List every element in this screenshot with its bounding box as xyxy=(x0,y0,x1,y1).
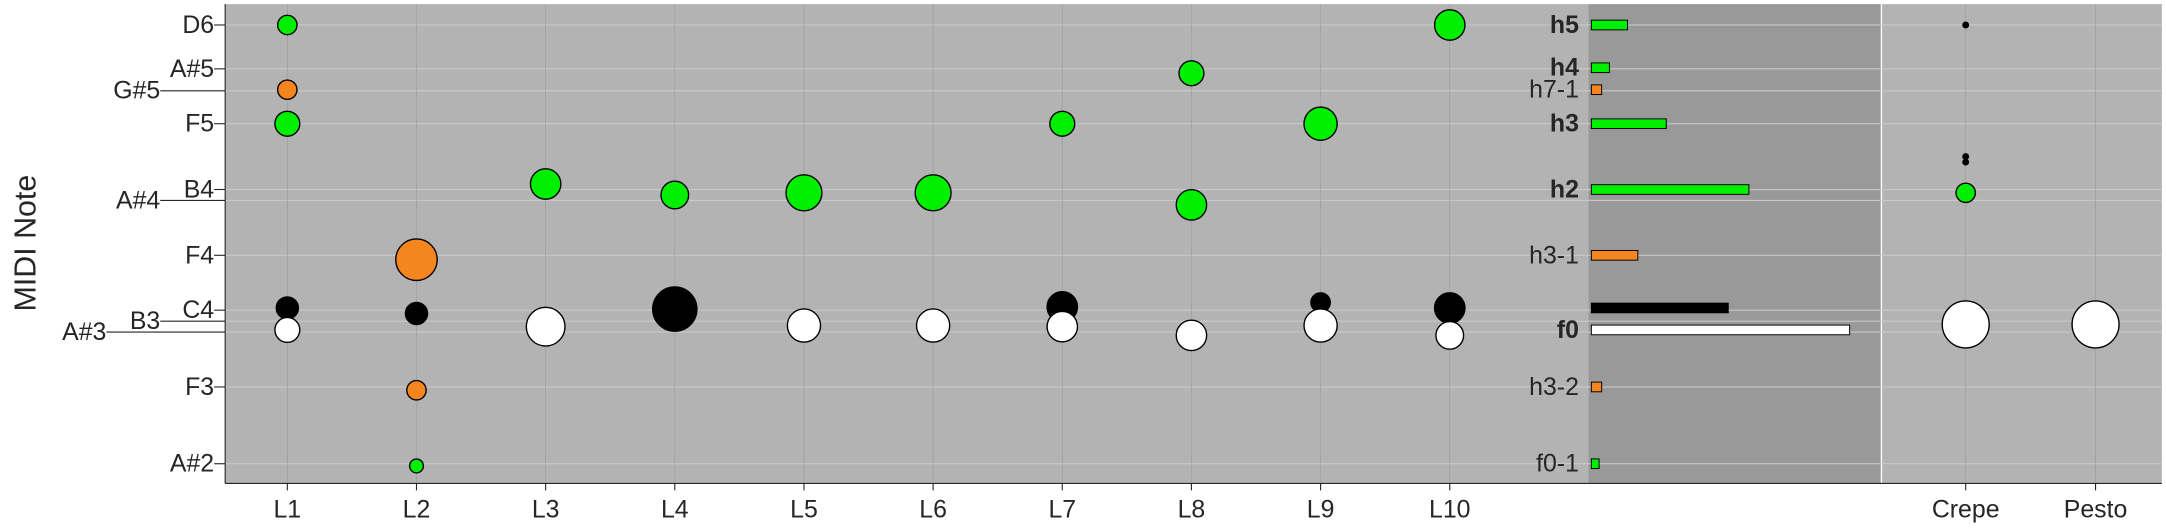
bubble xyxy=(1962,21,1970,29)
bubble xyxy=(274,316,301,344)
bubble xyxy=(275,296,300,320)
harmonic-label: h5 xyxy=(1550,11,1579,39)
y-tick-label: B3 xyxy=(130,307,160,335)
harmonic-label: h4 xyxy=(1550,54,1579,82)
bubble xyxy=(276,14,298,36)
y-tick-label: G#5 xyxy=(113,77,160,105)
bubble xyxy=(1046,310,1079,343)
bubble xyxy=(652,286,698,332)
bubble xyxy=(2071,300,2120,349)
y-tick-label: D6 xyxy=(182,11,214,39)
bubble xyxy=(786,308,822,343)
bubble xyxy=(395,238,438,282)
bubble xyxy=(1049,110,1076,137)
harmonic-label: h3-2 xyxy=(1529,373,1579,401)
harmonic-bar xyxy=(1590,19,1628,31)
harmonic-bar xyxy=(1590,381,1603,393)
y-tick-label: C4 xyxy=(182,296,214,324)
bubble xyxy=(1962,158,1970,166)
bubble xyxy=(1962,153,1970,161)
harmonic-bar xyxy=(1590,302,1729,314)
bubble xyxy=(1433,9,1466,41)
bubble xyxy=(1303,308,1338,343)
y-axis-label: MIDI Note xyxy=(9,175,43,312)
harmonic-bar xyxy=(1590,84,1603,96)
x-tick-label: L3 xyxy=(532,496,560,524)
y-tick-label: A#4 xyxy=(116,186,160,214)
harmonic-label: h3-1 xyxy=(1529,241,1579,269)
bubble xyxy=(404,301,429,326)
x-tick-label: L8 xyxy=(1178,496,1206,524)
x-tick-label: L7 xyxy=(1048,496,1076,524)
bubble xyxy=(1433,292,1466,324)
x-tick-label: L10 xyxy=(1429,496,1470,524)
bubble xyxy=(1955,182,1977,204)
harmonic-bar xyxy=(1590,250,1639,261)
harmonics-panel xyxy=(1588,4,1882,484)
y-tick-label: A#3 xyxy=(62,318,106,346)
harmonic-label: h2 xyxy=(1550,175,1579,203)
bubble xyxy=(785,174,823,212)
bubble xyxy=(274,110,301,137)
harmonic-label: f0 xyxy=(1557,316,1579,344)
harmonic-bar xyxy=(1590,324,1851,336)
x-tick-label: L9 xyxy=(1307,496,1335,524)
harmonic-bar xyxy=(1590,458,1600,470)
x-tick-label: L1 xyxy=(273,496,301,524)
harmonic-bar xyxy=(1590,184,1750,195)
y-tick-label: A#5 xyxy=(170,55,214,83)
y-tick-label: F5 xyxy=(185,110,214,138)
y-tick-label: F3 xyxy=(185,373,214,401)
bubble xyxy=(1303,106,1338,141)
bubble xyxy=(1175,188,1208,221)
bubble xyxy=(915,308,951,343)
bubble xyxy=(408,458,425,474)
bubble xyxy=(525,306,566,347)
x-tick-label: L4 xyxy=(661,496,689,524)
y-tick-label: B4 xyxy=(184,175,215,203)
bubble xyxy=(1435,320,1465,350)
bubble xyxy=(914,174,952,212)
harmonic-bar xyxy=(1590,118,1667,130)
bubble xyxy=(1178,60,1205,87)
x-tick-label: Crepe xyxy=(1932,496,2000,524)
harmonic-label: h7-1 xyxy=(1529,76,1579,104)
bubble xyxy=(529,168,562,200)
harmonic-label: f0-1 xyxy=(1536,450,1579,478)
x-tick-label: L6 xyxy=(919,496,947,524)
bubble xyxy=(1175,319,1208,352)
x-tick-label: L5 xyxy=(790,496,818,524)
bubble xyxy=(1941,300,1990,349)
y-tick-label: F4 xyxy=(185,241,214,269)
bubble xyxy=(276,79,298,101)
y-tick-label: A#2 xyxy=(170,450,214,478)
bubble xyxy=(660,180,690,210)
harmonic-bar xyxy=(1590,62,1610,74)
x-tick-label: L2 xyxy=(403,496,431,524)
bubble xyxy=(406,379,427,401)
harmonic-label: h3 xyxy=(1550,110,1579,138)
x-tick-label: Pesto xyxy=(2064,496,2128,524)
